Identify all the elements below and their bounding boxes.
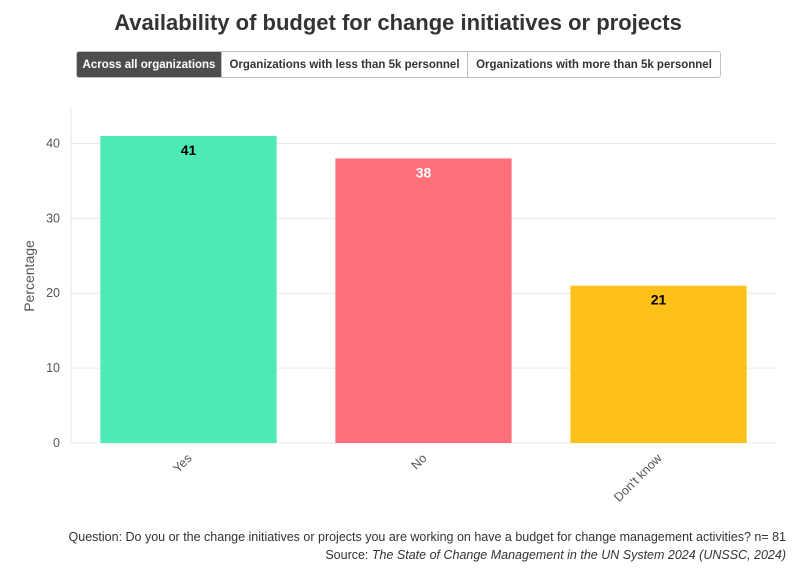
bars [100, 135, 747, 443]
y-axis-ticks: 0 10 20 30 40 [46, 136, 60, 450]
organization-filter-tabs: Across all organizations Organizations w… [76, 51, 721, 78]
footer-question: Question: Do you or the change initiativ… [68, 530, 786, 544]
y-tick-label: 40 [46, 136, 60, 150]
source-prefix: Source: [325, 548, 372, 562]
x-tick-label: No [408, 451, 429, 472]
data-labels: 41 38 21 [181, 142, 667, 308]
tab-less-than-5k-personnel[interactable]: Organizations with less than 5k personne… [221, 52, 467, 77]
tab-more-than-5k-personnel[interactable]: Organizations with more than 5k personne… [467, 52, 720, 77]
y-tick-label: 10 [46, 361, 60, 375]
y-axis-title: Percentage [21, 240, 37, 312]
source-title: The State of Change Management in the UN… [371, 548, 786, 562]
data-label: 41 [181, 142, 197, 158]
x-tick-label: Don't know [611, 451, 665, 505]
footer-source: Source: The State of Change Management i… [325, 548, 786, 562]
x-tick-label: Yes [170, 451, 194, 475]
x-axis-ticks: Yes No Don't know [170, 451, 665, 505]
data-label: 38 [416, 164, 432, 180]
data-label: 21 [651, 292, 667, 308]
chart-title: Availability of budget for change initia… [114, 10, 682, 35]
y-tick-label: 30 [46, 211, 60, 225]
bar-no[interactable] [335, 158, 512, 443]
bar-yes[interactable] [100, 135, 277, 443]
y-tick-label: 20 [46, 286, 60, 300]
y-tick-label: 0 [53, 436, 60, 450]
tab-across-all-organizations[interactable]: Across all organizations [77, 52, 221, 77]
bar-don-t-know[interactable] [570, 285, 747, 443]
